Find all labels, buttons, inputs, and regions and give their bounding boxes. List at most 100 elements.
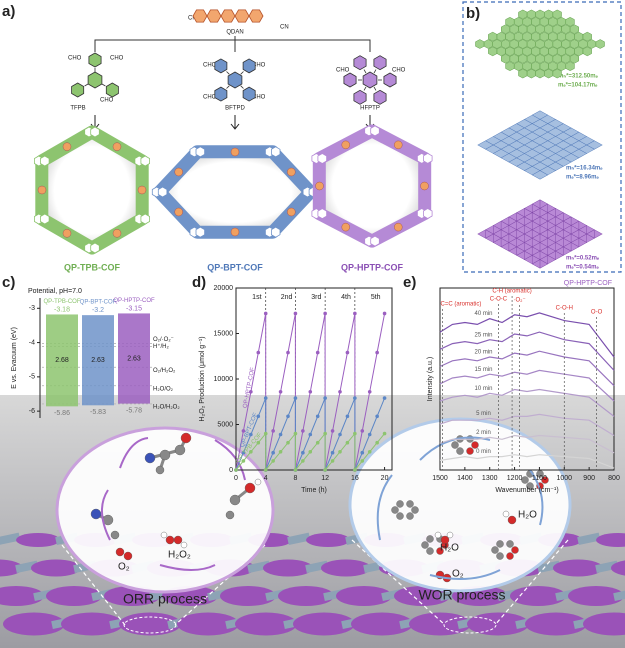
data-point xyxy=(286,351,290,355)
y-axis-label: E vs. Evacuum (eV) xyxy=(11,327,18,389)
spectrum xyxy=(440,351,614,386)
lattice-cell xyxy=(570,40,579,49)
bond xyxy=(364,87,366,90)
lattice-cell xyxy=(544,54,553,63)
bond xyxy=(241,72,244,75)
data-point xyxy=(375,351,379,355)
lattice-cell xyxy=(501,25,510,34)
mass-label: mₕ*=312.50mₑ xyxy=(558,74,599,80)
atom xyxy=(427,535,434,542)
lattice-cell xyxy=(540,17,549,26)
lattice-cell xyxy=(536,40,545,49)
x-tick-label: 1200 xyxy=(507,475,523,482)
atom xyxy=(397,500,404,507)
quinone-site xyxy=(63,143,71,151)
lattice-cell xyxy=(574,32,583,41)
lattice-cell xyxy=(519,69,528,78)
atom xyxy=(255,479,261,485)
lattice-cell xyxy=(549,32,558,41)
quinone-site xyxy=(342,223,350,231)
atom xyxy=(467,448,474,455)
y-tick-label: -5 xyxy=(29,374,35,381)
quinone-site xyxy=(113,143,121,151)
quinone-site xyxy=(175,208,183,216)
atom xyxy=(397,513,404,520)
data-point xyxy=(360,429,364,433)
ring xyxy=(88,72,102,88)
ring xyxy=(40,156,49,166)
cof-frame xyxy=(160,152,311,232)
lattice-cell xyxy=(596,40,605,49)
data-point xyxy=(338,450,342,454)
quinone-site xyxy=(63,229,71,237)
lattice-cell xyxy=(501,40,510,49)
molecule-label: H₂O xyxy=(440,543,459,554)
process-label: WOR process xyxy=(418,587,505,603)
lattice-cell xyxy=(557,62,566,71)
x-axis-label: Wavenumber (cm⁻¹) xyxy=(495,487,558,494)
ring xyxy=(374,56,386,70)
atom xyxy=(166,536,174,544)
ring xyxy=(91,127,100,137)
atom xyxy=(427,548,434,555)
quinone-site xyxy=(394,141,402,149)
bond xyxy=(364,70,366,73)
ring xyxy=(243,87,255,101)
atom xyxy=(503,511,509,517)
cb-label: -3.2 xyxy=(92,307,104,314)
atom xyxy=(512,547,519,554)
lattice-cell xyxy=(519,10,528,19)
lattice-cell xyxy=(562,54,571,63)
cycle-label: 4th xyxy=(341,294,351,301)
ring xyxy=(318,154,327,164)
lattice-cell xyxy=(536,69,545,78)
lattice-cell xyxy=(566,47,575,56)
figure: a) b) c) d) e) f) CN CN QDAN CHO CHO CHO… xyxy=(0,0,625,648)
quinone-site xyxy=(342,141,350,149)
data-point xyxy=(383,396,387,400)
lattice-cell xyxy=(519,25,528,34)
quinone-site xyxy=(38,186,46,194)
atom xyxy=(160,450,170,460)
level-label: H₂O/O₂ xyxy=(153,386,174,392)
series-label: 0 min xyxy=(476,449,491,455)
lattice-node xyxy=(263,560,313,577)
atom xyxy=(507,540,514,547)
ring xyxy=(196,147,205,157)
atom xyxy=(91,509,101,519)
ring xyxy=(215,87,227,101)
atom xyxy=(497,540,504,547)
ring xyxy=(221,10,235,22)
data-point xyxy=(375,415,379,419)
cof-label: QP-BPT-COF xyxy=(207,262,263,272)
cycle-label: 3rd xyxy=(311,294,321,301)
lattice-cell xyxy=(574,47,583,56)
atom xyxy=(457,448,464,455)
series-label: 15 min xyxy=(474,367,492,373)
group-label: CHO xyxy=(392,68,406,74)
atom xyxy=(174,536,182,544)
panel-label: e) xyxy=(403,274,416,291)
data-point xyxy=(323,312,327,316)
lattice-cell xyxy=(540,32,549,41)
data-point xyxy=(368,433,372,437)
data-point xyxy=(323,432,327,436)
lattice-cell xyxy=(566,32,575,41)
ring xyxy=(363,72,377,88)
ring xyxy=(228,72,242,88)
lattice-cell xyxy=(553,10,562,19)
data-point xyxy=(316,351,320,355)
data-point xyxy=(323,468,327,472)
lattice-cell xyxy=(544,10,553,19)
data-point xyxy=(294,468,298,472)
data-point xyxy=(279,450,283,454)
x-tick-label: 1500 xyxy=(432,475,448,482)
lattice-cell xyxy=(484,40,493,49)
ring xyxy=(423,153,432,163)
data-point xyxy=(264,468,268,472)
lattice-cell xyxy=(510,40,519,49)
lattice-node xyxy=(321,560,371,577)
data-point xyxy=(301,459,305,463)
spectrum xyxy=(440,313,614,357)
lattice-cell xyxy=(536,54,545,63)
